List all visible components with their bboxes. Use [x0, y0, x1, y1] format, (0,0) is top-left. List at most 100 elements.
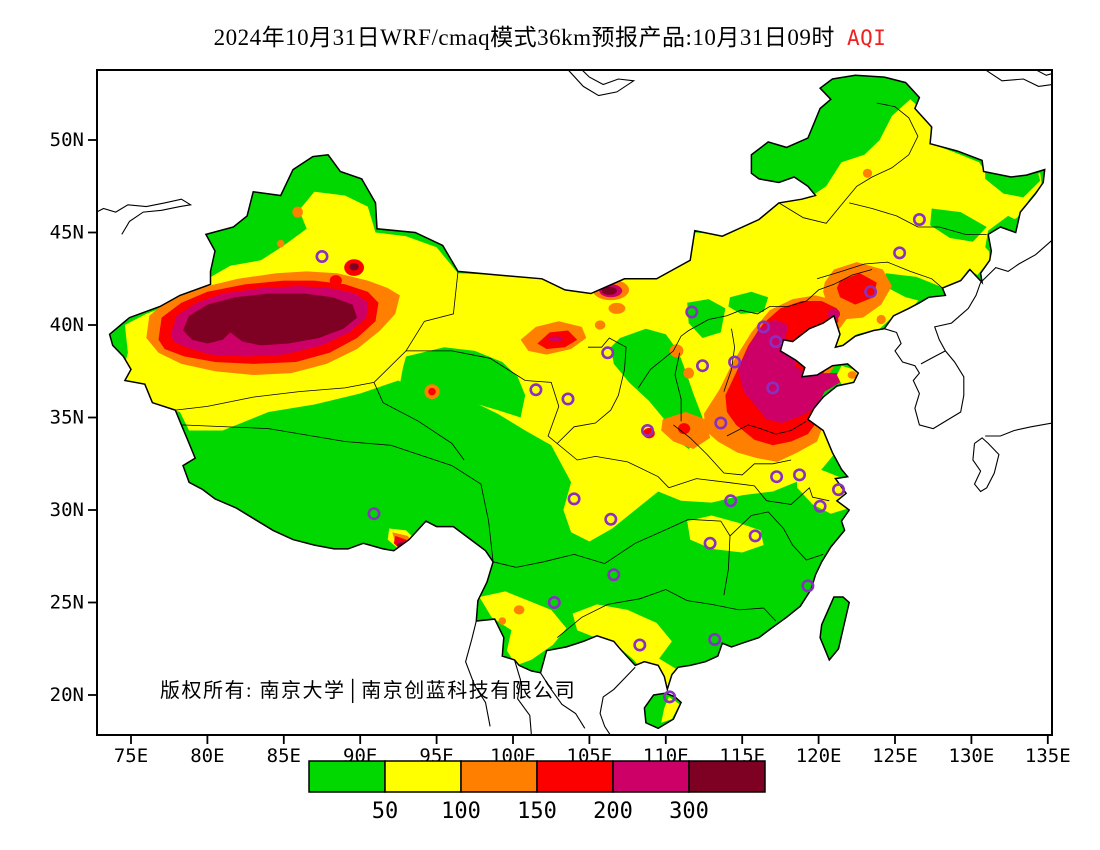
city-marker [912, 213, 926, 227]
x-axis-label: 80E [190, 745, 224, 767]
city-marker [529, 383, 543, 397]
city-marker [766, 381, 780, 395]
aqi-contour-green [781, 75, 895, 190]
neighbor-boundary-line [599, 666, 636, 735]
city-marker [703, 536, 717, 550]
y-axis-label: 45N [50, 222, 84, 244]
province-boundary-line [493, 530, 665, 568]
city-marker [633, 638, 647, 652]
x-axis-label: 120E [796, 745, 842, 767]
city-marker [769, 335, 783, 349]
y-axis-label: 30N [50, 499, 84, 521]
city-marker [757, 320, 771, 334]
city-marker [561, 392, 575, 406]
aqi-spot-maroon [349, 263, 359, 271]
province-boundary-line [849, 202, 987, 235]
aqi-spot-orange [683, 367, 694, 379]
aqi-spot-orange [498, 617, 507, 625]
aqi-spot-orange [608, 302, 626, 314]
province-boundary-line [723, 328, 736, 392]
province-boundary-line [637, 269, 873, 389]
x-axis-label: 125E [872, 745, 918, 767]
page-title: 2024年10月31日WRF/cmaq模式36km预报产品:10月31日09时 A… [0, 18, 1100, 52]
city-marker [685, 305, 699, 319]
neighbor-boundary-line [985, 422, 1052, 437]
province-boundary-line [557, 589, 777, 638]
coastline-taiwan [819, 596, 851, 662]
neighbor-boundary-line [884, 282, 982, 430]
x-axis-label: 130E [949, 745, 995, 767]
city-marker [893, 246, 907, 260]
coastline-china [108, 74, 1046, 693]
city-marker [604, 512, 618, 526]
city-marker [547, 595, 561, 609]
aqi-spot-orange [276, 239, 285, 248]
colorbar-cell [536, 760, 614, 793]
colorbar-cell [688, 760, 766, 793]
aqi-contour-maroon [183, 293, 358, 346]
aqi-spot-red [329, 275, 342, 287]
city-marker [714, 416, 728, 430]
map-area [97, 70, 1052, 735]
y-axis-label: 20N [50, 684, 84, 706]
city-marker [695, 359, 709, 373]
neighbor-boundary-line [540, 672, 586, 729]
city-marker [708, 632, 722, 646]
city-marker [640, 423, 654, 437]
city-marker [663, 690, 677, 704]
neighbor-boundary-line [1035, 70, 1052, 76]
neighbor-boundary-line [567, 70, 636, 97]
aqi-spot-magenta [548, 336, 564, 342]
city-marker [728, 355, 742, 369]
colorbar-label: 50 [372, 799, 399, 824]
city-marker [813, 499, 827, 513]
aqi-spot-orange [876, 314, 886, 325]
aqi-contour-green [399, 347, 526, 418]
map-frame [96, 69, 1053, 736]
province-boundary-line [816, 261, 943, 289]
city-marker [748, 529, 762, 543]
neighbor-boundary-line [980, 239, 1052, 283]
province-boundary-line [175, 271, 459, 411]
aqi-contour-green [930, 208, 987, 242]
colorbar-cell [384, 760, 462, 793]
city-marker [801, 579, 815, 593]
colorbar-cell [308, 760, 386, 793]
city-marker [567, 492, 581, 506]
colorbar-cell [612, 760, 690, 793]
colorbar-cell [460, 760, 538, 793]
y-axis-label: 35N [50, 407, 84, 429]
province-boundary-line [729, 511, 824, 561]
y-axis-label: 40N [50, 314, 84, 336]
title-pollutant-label: AQI [846, 26, 887, 50]
y-axis-label: 50N [50, 129, 84, 151]
y-axis-label: 25N [50, 592, 84, 614]
aqi-contour-yellow [479, 591, 567, 666]
aqi-contour-magenta [737, 319, 840, 423]
neighbor-boundary-line [513, 659, 532, 734]
aqi-spot-orange [847, 371, 857, 379]
province-boundary-line [668, 478, 830, 505]
city-marker [831, 483, 845, 497]
aqi-spot-magenta [827, 308, 841, 320]
aqi-contour-green [728, 291, 769, 314]
colorbar-label: 300 [669, 799, 709, 824]
aqi-spot-orange [594, 320, 606, 330]
neighbor-boundary-line [972, 437, 1000, 493]
aqi-contour-yellow [687, 515, 764, 553]
province-boundary-line [726, 420, 807, 437]
city-marker [792, 468, 806, 482]
aqi-contour-yellow [661, 696, 680, 723]
city-marker [724, 494, 738, 508]
province-boundary-line [373, 382, 465, 461]
province-boundary-line [557, 337, 627, 444]
province-boundary-line [673, 424, 792, 476]
aqi-spot-red [678, 423, 691, 435]
colorbar-label: 150 [517, 799, 557, 824]
copyright-text: 版权所有: 南京大学│南京创蓝科技有限公司 [160, 680, 577, 702]
aqi-spot-orange [513, 605, 525, 615]
title-text: 2024年10月31日WRF/cmaq模式36km预报产品:10月31日09时 [213, 25, 835, 50]
colorbar-label: 200 [593, 799, 633, 824]
